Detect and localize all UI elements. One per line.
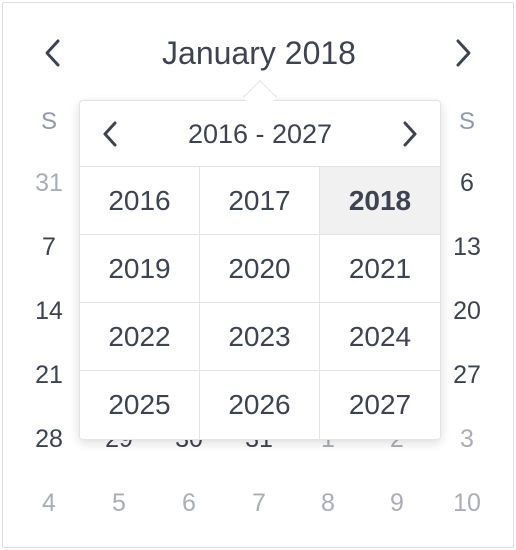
day-cell[interactable]: 28 bbox=[27, 421, 71, 457]
chevron-right-icon bbox=[452, 38, 474, 68]
weekday-sunday: S bbox=[29, 107, 69, 137]
year-range-title: 2016 - 2027 bbox=[80, 101, 440, 167]
year-cell-2018-selected[interactable]: 2018 bbox=[320, 167, 440, 235]
day-cell[interactable]: 21 bbox=[27, 357, 71, 393]
day-cell[interactable]: 6 bbox=[167, 485, 211, 521]
day-cell[interactable]: 13 bbox=[445, 229, 489, 265]
weekday-saturday: S bbox=[447, 107, 487, 137]
next-month-button[interactable] bbox=[445, 35, 481, 71]
year-cell-2027[interactable]: 2027 bbox=[320, 371, 440, 439]
day-cell[interactable]: 20 bbox=[445, 293, 489, 329]
day-cell[interactable]: 14 bbox=[27, 293, 71, 329]
year-cell-2024[interactable]: 2024 bbox=[320, 303, 440, 371]
day-cell[interactable]: 9 bbox=[375, 485, 419, 521]
year-cell-2021[interactable]: 2021 bbox=[320, 235, 440, 303]
day-cell[interactable]: 3 bbox=[445, 421, 489, 457]
day-cell[interactable]: 31 bbox=[27, 165, 71, 201]
year-cell-2017[interactable]: 2017 bbox=[200, 167, 320, 235]
next-decade-button[interactable] bbox=[392, 116, 428, 152]
year-cell-2026[interactable]: 2026 bbox=[200, 371, 320, 439]
day-cell[interactable]: 4 bbox=[27, 485, 71, 521]
year-picker-header: 2016 - 2027 bbox=[80, 101, 440, 167]
day-cell[interactable]: 5 bbox=[97, 485, 141, 521]
year-picker-popover: 2016 - 2027 2016 2017 2018 2019 2020 202… bbox=[79, 100, 441, 440]
year-cell-2020[interactable]: 2020 bbox=[200, 235, 320, 303]
year-grid: 2016 2017 2018 2019 2020 2021 2022 2023 … bbox=[80, 167, 440, 439]
day-cell[interactable]: 8 bbox=[306, 485, 350, 521]
year-cell-2019[interactable]: 2019 bbox=[80, 235, 200, 303]
day-cell[interactable]: 7 bbox=[237, 485, 281, 521]
day-cell[interactable]: 27 bbox=[445, 357, 489, 393]
day-cell[interactable]: 6 bbox=[445, 165, 489, 201]
year-cell-2016[interactable]: 2016 bbox=[80, 167, 200, 235]
month-title[interactable]: January 2018 bbox=[3, 31, 515, 75]
year-cell-2025[interactable]: 2025 bbox=[80, 371, 200, 439]
year-cell-2022[interactable]: 2022 bbox=[80, 303, 200, 371]
year-cell-2023[interactable]: 2023 bbox=[200, 303, 320, 371]
day-cell[interactable]: 10 bbox=[445, 485, 489, 521]
day-cell[interactable]: 7 bbox=[27, 229, 71, 265]
chevron-right-icon bbox=[399, 119, 421, 149]
